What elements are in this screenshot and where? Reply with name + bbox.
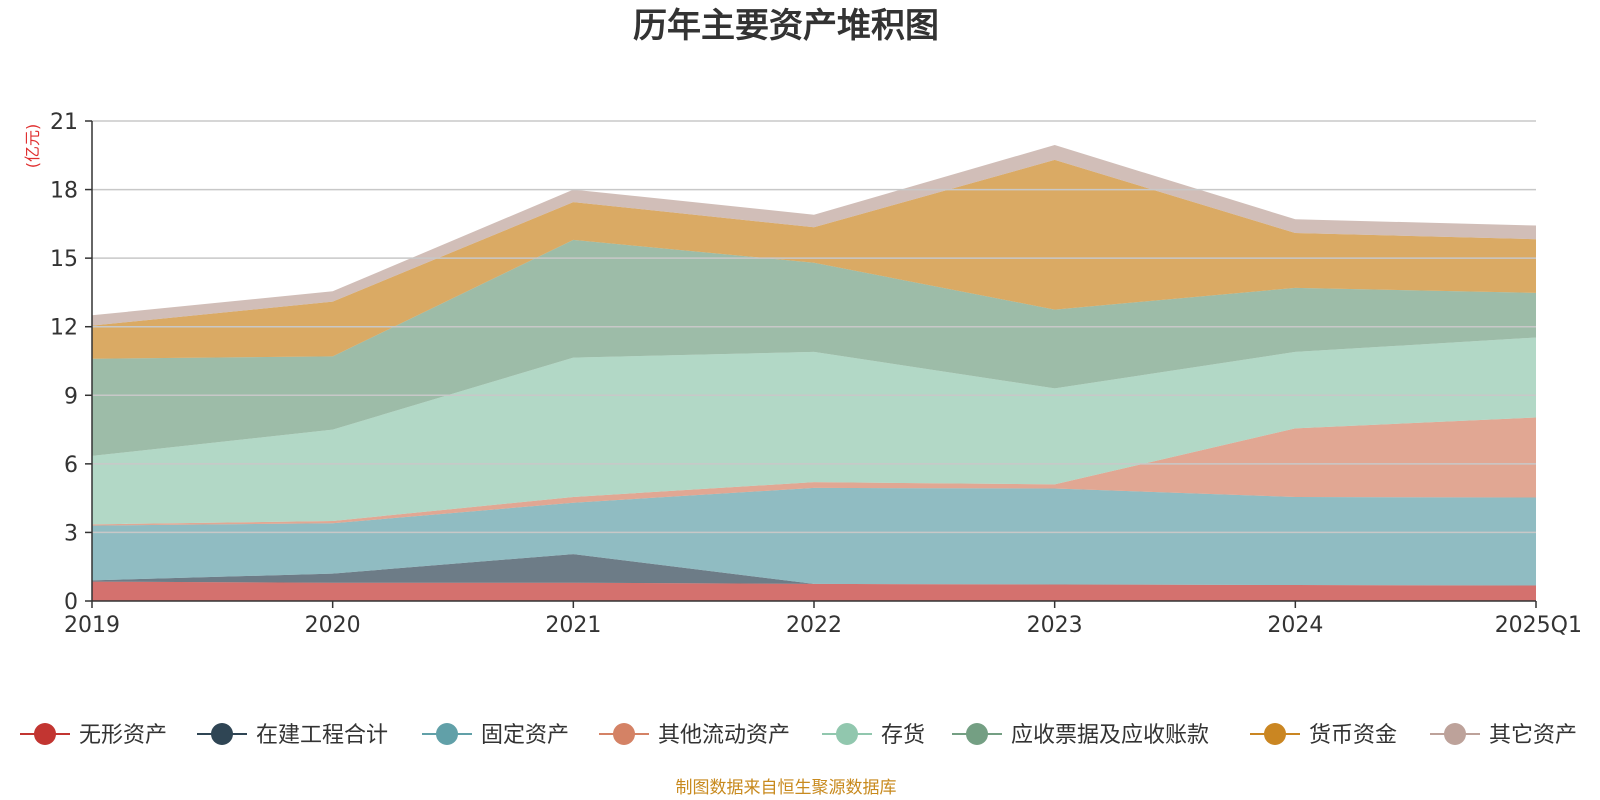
y-tick-label-5: 15 xyxy=(50,247,78,272)
y-tick-label-3: 9 xyxy=(64,384,78,409)
legend-item-3[interactable]: 其他流动资产 xyxy=(599,723,790,748)
legend-marker-1 xyxy=(211,723,233,745)
area-series-6 xyxy=(92,159,1536,359)
y-tick-label-1: 3 xyxy=(64,521,78,546)
legend-label-3: 其他流动资产 xyxy=(658,723,790,748)
legend: 无形资产 在建工程合计 固定资产 其他流动资产 存货 应收票据及应收账款 货币资金 其它资产 xyxy=(20,723,1577,748)
legend-item-4[interactable]: 存货 xyxy=(822,723,925,748)
legend-label-4: 存货 xyxy=(881,723,925,748)
area-series-1 xyxy=(92,554,1536,586)
y-tick-label-0: 0 xyxy=(64,590,78,615)
legend-marker-5 xyxy=(966,723,988,745)
legend-label-2: 固定资产 xyxy=(481,723,569,748)
x-tick-label-1: 2020 xyxy=(305,613,361,638)
legend-marker-4 xyxy=(836,723,858,745)
x-tick-label-3: 2022 xyxy=(786,613,842,638)
area-series-2 xyxy=(92,487,1536,586)
chart-title: 历年主要资产堆积图 xyxy=(633,6,939,46)
y-tick-label-4: 12 xyxy=(50,316,78,341)
legend-marker-7 xyxy=(1444,723,1466,745)
area-series-4 xyxy=(92,337,1536,525)
legend-marker-2 xyxy=(436,723,458,745)
legend-label-7: 其它资产 xyxy=(1489,723,1577,748)
x-axis-tick-labels: 2019 2020 2021 2022 2023 2024 2025Q1 xyxy=(64,613,1582,638)
legend-label-5: 应收票据及应收账款 xyxy=(1011,723,1209,748)
x-tick-label-6: 2025Q1 xyxy=(1495,613,1582,638)
grid-lines xyxy=(92,120,1536,534)
area-series-5 xyxy=(92,239,1536,456)
legend-marker-3 xyxy=(613,723,635,745)
area-series-0 xyxy=(92,581,1536,601)
y-tick-label-2: 6 xyxy=(64,453,78,478)
legend-marker-0 xyxy=(34,723,56,745)
legend-label-1: 在建工程合计 xyxy=(256,723,388,748)
x-tick-label-4: 2023 xyxy=(1027,613,1083,638)
axes xyxy=(85,120,1537,608)
x-tick-label-2: 2021 xyxy=(545,613,601,638)
x-tick-label-5: 2024 xyxy=(1267,613,1323,638)
legend-item-7[interactable]: 其它资产 xyxy=(1430,723,1577,748)
legend-item-2[interactable]: 固定资产 xyxy=(422,723,569,748)
legend-marker-6 xyxy=(1264,723,1286,745)
area-series-3 xyxy=(92,417,1536,526)
legend-label-6: 货币资金 xyxy=(1309,723,1397,748)
legend-item-5[interactable]: 应收票据及应收账款 xyxy=(952,723,1209,748)
y-tick-label-7: 21 xyxy=(50,110,78,135)
legend-label-0: 无形资产 xyxy=(79,723,167,748)
data-source-footer: 制图数据来自恒生聚源数据库 xyxy=(676,778,897,798)
legend-item-6[interactable]: 货币资金 xyxy=(1250,723,1397,748)
x-tick-label-0: 2019 xyxy=(64,613,120,638)
legend-item-1[interactable]: 在建工程合计 xyxy=(197,723,388,748)
legend-item-0[interactable]: 无形资产 xyxy=(20,723,167,748)
y-axis-tick-labels: 0 3 6 9 12 15 18 21 xyxy=(50,110,78,615)
y-tick-label-6: 18 xyxy=(50,179,78,204)
y-axis-unit-label: (亿元) xyxy=(23,124,42,169)
